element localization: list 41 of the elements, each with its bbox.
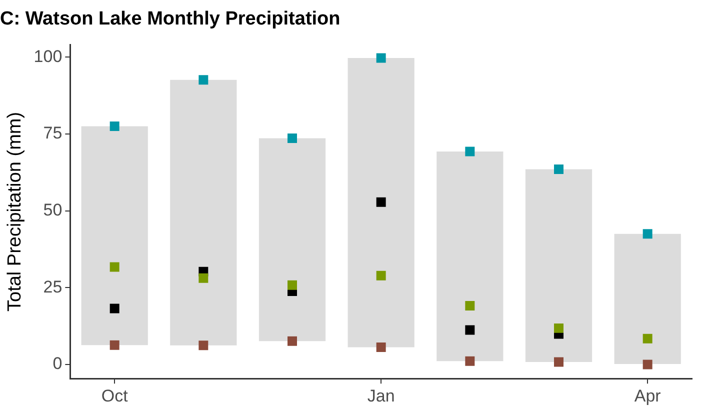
point	[554, 323, 564, 333]
point	[110, 262, 120, 272]
point	[642, 229, 652, 239]
chart-title: C: Watson Lake Monthly Precipitation	[0, 8, 340, 30]
point	[110, 304, 120, 314]
point	[198, 75, 208, 85]
point	[465, 301, 475, 310]
point	[465, 356, 475, 366]
bar	[436, 151, 504, 362]
point	[198, 340, 208, 350]
point	[110, 340, 120, 350]
bar	[525, 169, 592, 362]
point	[376, 270, 386, 280]
point	[376, 53, 386, 63]
x-tick-label: Jan	[367, 386, 395, 406]
y-tick-label: 25	[43, 277, 62, 296]
point	[110, 122, 120, 131]
x-tick-label: Oct	[101, 386, 128, 406]
y-tick-label: 75	[43, 124, 62, 143]
point	[288, 280, 297, 290]
point	[554, 164, 564, 174]
point	[642, 334, 652, 344]
bar	[258, 138, 326, 342]
point	[465, 325, 475, 335]
y-tick-label: 0	[52, 354, 62, 374]
point	[376, 197, 386, 207]
point	[288, 336, 297, 346]
point	[465, 146, 475, 156]
y-tick-label: 50	[43, 200, 62, 220]
bar	[348, 58, 414, 348]
y-tick-label: 100	[34, 46, 62, 66]
point	[198, 273, 208, 283]
y-axis-title: Total Precipitation (mm)	[4, 112, 26, 312]
point	[376, 342, 386, 352]
point	[288, 133, 297, 143]
point	[642, 360, 652, 370]
bar	[81, 126, 148, 346]
point	[554, 357, 564, 367]
x-tick-label: Apr	[634, 386, 662, 406]
bar	[170, 80, 237, 346]
bar	[614, 234, 681, 364]
